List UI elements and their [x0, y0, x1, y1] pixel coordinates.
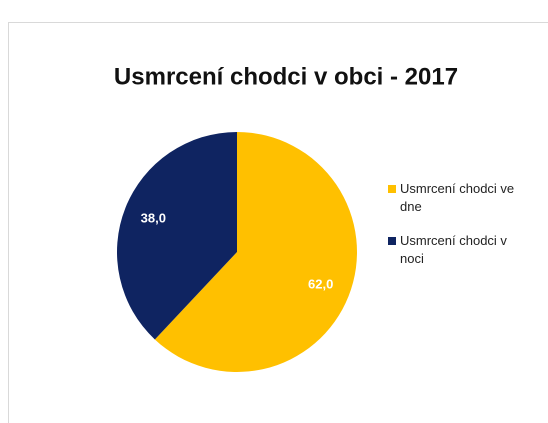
- legend: Usmrcení chodci ve dne Usmrcení chodci v …: [388, 180, 538, 284]
- legend-swatch: [388, 237, 396, 245]
- legend-label: Usmrcení chodci v noci: [400, 233, 507, 266]
- chart-border: [8, 22, 548, 423]
- legend-label: Usmrcení chodci ve dne: [400, 181, 515, 214]
- chart-title: Usmrcení chodci v obci - 2017: [114, 63, 458, 90]
- legend-entry: Usmrcení chodci ve dne: [388, 180, 538, 216]
- pie-slice: [154, 132, 357, 373]
- data-label: 62,0: [308, 277, 333, 292]
- data-label: 38,0: [141, 210, 166, 225]
- legend-entry: Usmrcení chodci v noci: [388, 232, 538, 268]
- pie-slice: [116, 132, 237, 340]
- legend-swatch: [388, 185, 396, 193]
